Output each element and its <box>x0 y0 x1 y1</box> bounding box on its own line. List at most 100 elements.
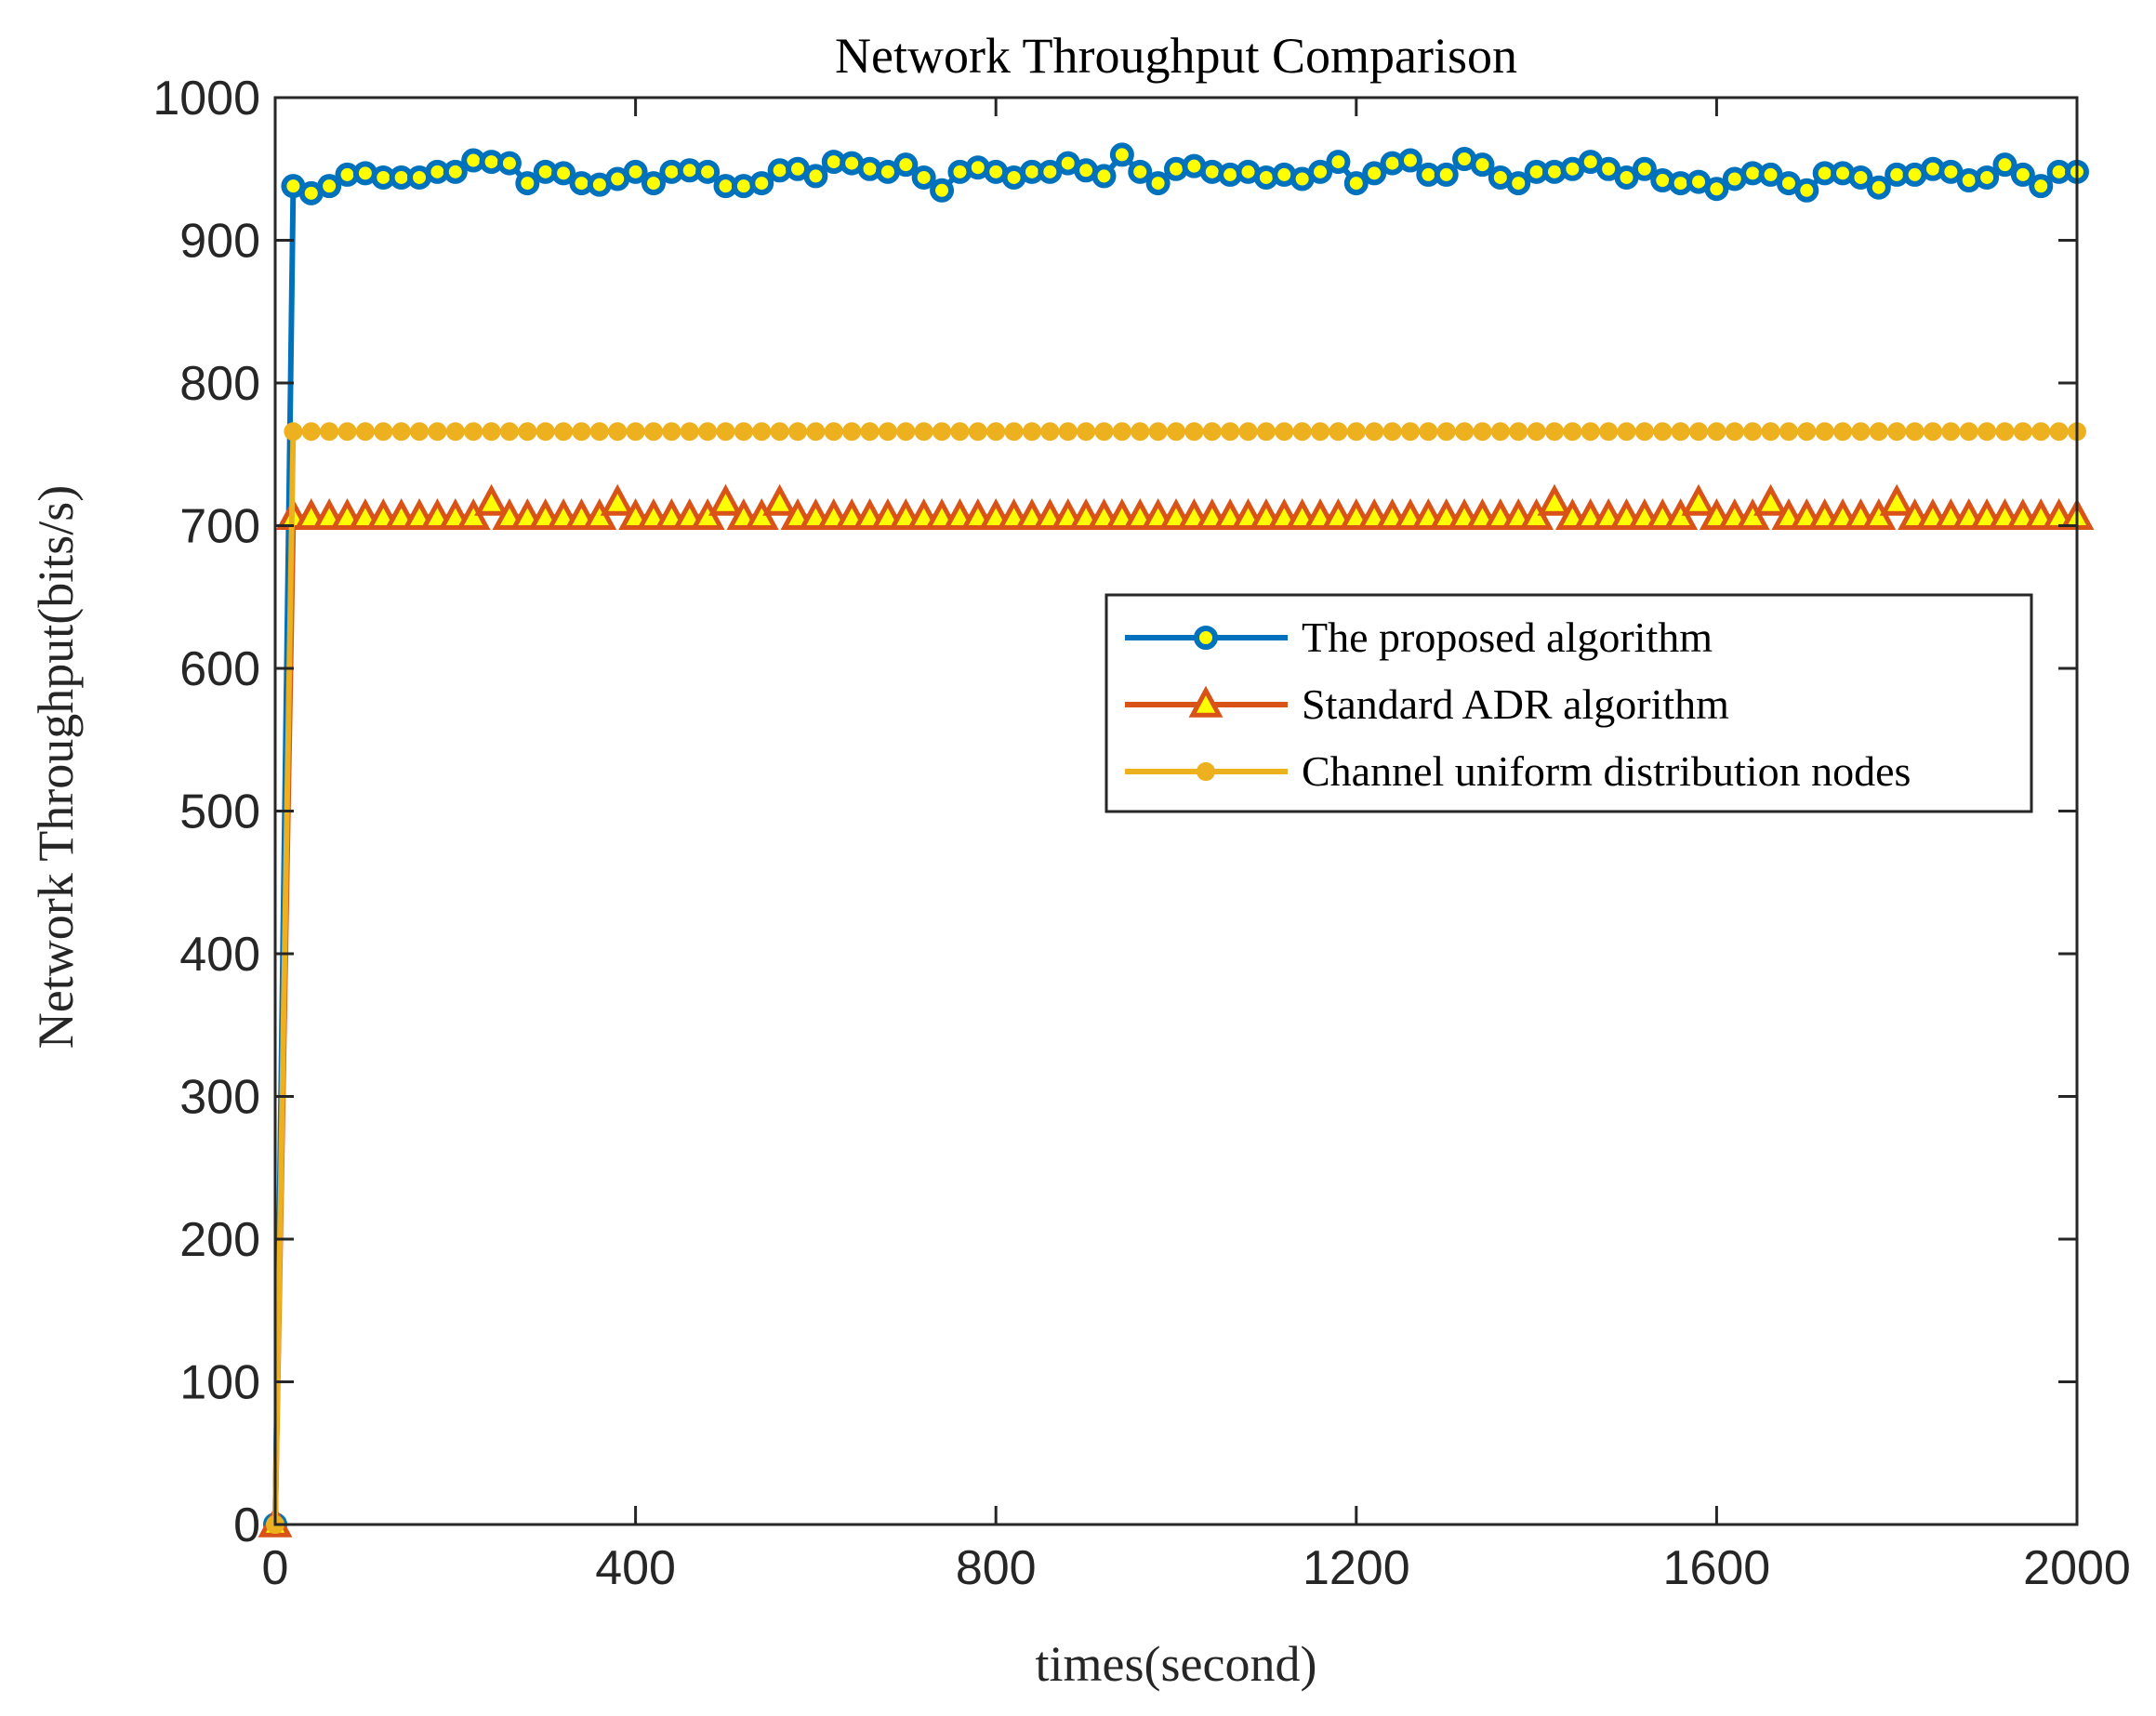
y-tick-label: 600 <box>179 642 260 696</box>
data-point <box>933 422 952 442</box>
data-point <box>1455 422 1475 442</box>
data-point <box>515 171 540 196</box>
data-point <box>1681 483 1716 516</box>
y-tick-label: 500 <box>179 785 260 839</box>
data-point <box>1058 422 1078 442</box>
data-point <box>930 178 955 203</box>
data-point <box>1400 422 1420 442</box>
legend-label: The proposed algorithm <box>1302 614 1713 661</box>
data-point <box>554 422 574 442</box>
data-point <box>464 422 483 442</box>
data-point <box>410 422 430 442</box>
y-tick-label: 200 <box>179 1213 260 1267</box>
data-point <box>1346 422 1366 442</box>
data-point <box>1992 152 2017 178</box>
data-point <box>1905 422 1925 442</box>
data-point <box>842 422 862 442</box>
data-point <box>1112 422 1131 442</box>
data-point <box>1311 422 1330 442</box>
data-point <box>1473 422 1492 442</box>
data-point <box>1887 422 1907 442</box>
data-point <box>986 422 1006 442</box>
data-point <box>1343 171 1369 196</box>
data-point <box>1292 422 1312 442</box>
plot-area <box>258 142 2095 1538</box>
x-tick-label: 400 <box>595 1541 676 1595</box>
legend: The proposed algorithm Standard ADR algor… <box>1104 593 2033 813</box>
data-point <box>320 422 339 442</box>
data-point <box>317 174 342 199</box>
data-point <box>1869 422 1888 442</box>
data-point <box>893 152 919 178</box>
data-point <box>2010 162 2035 187</box>
data-point <box>1634 422 1654 442</box>
legend-entry: The proposed algorithm <box>1125 614 1713 661</box>
data-point <box>1040 422 1060 442</box>
data-point <box>1148 422 1168 442</box>
data-point <box>2013 422 2032 442</box>
data-point <box>770 422 789 442</box>
data-point <box>1563 422 1582 442</box>
data-point <box>662 422 681 442</box>
y-tick-label: 700 <box>179 500 260 554</box>
data-point <box>752 422 772 442</box>
data-point <box>788 422 808 442</box>
data-point <box>1365 422 1384 442</box>
data-point <box>1753 483 1788 516</box>
x-tick-label: 2000 <box>2023 1541 2131 1595</box>
data-point <box>518 422 537 442</box>
data-point <box>1879 483 1914 516</box>
data-point <box>641 171 666 196</box>
data-point <box>698 422 718 442</box>
data-point <box>391 422 411 442</box>
data-point <box>734 422 753 442</box>
data-point <box>374 422 393 442</box>
y-tick-label: 900 <box>179 215 260 269</box>
data-point <box>1329 422 1348 442</box>
data-point <box>1851 422 1871 442</box>
data-point <box>589 422 609 442</box>
data-point <box>950 422 970 442</box>
data-point <box>896 422 916 442</box>
data-point <box>1689 422 1709 442</box>
data-point <box>1167 422 1185 442</box>
data-point <box>643 422 663 442</box>
data-point <box>445 422 465 442</box>
legend-entry: Standard ADR algorithm <box>1125 680 1729 728</box>
x-axis-label: times(second) <box>1036 1636 1317 1692</box>
data-point <box>2029 174 2054 199</box>
data-point <box>428 422 447 442</box>
data-point <box>1632 156 1657 181</box>
data-point <box>1128 159 1153 184</box>
data-point <box>1938 159 1964 184</box>
y-tick-label: 0 <box>233 1498 260 1552</box>
data-point <box>708 483 743 516</box>
y-tick-label: 400 <box>179 928 260 982</box>
data-point <box>499 422 519 442</box>
x-tick-label: 1200 <box>1303 1541 1410 1595</box>
data-point <box>608 422 628 442</box>
data-point <box>1815 422 1834 442</box>
data-point <box>1725 422 1744 442</box>
data-point <box>911 165 936 190</box>
y-tick-label: 800 <box>179 357 260 411</box>
data-point <box>482 422 501 442</box>
data-point <box>1256 422 1276 442</box>
data-point <box>2049 422 2069 442</box>
data-point <box>1581 422 1600 442</box>
data-point <box>860 422 880 442</box>
data-point <box>1671 422 1690 442</box>
data-point <box>803 164 828 189</box>
data-point <box>1995 422 2015 442</box>
legend-entry: Channel uniform distribution nodes <box>1125 747 1911 795</box>
data-point <box>1362 161 1387 186</box>
data-point <box>623 159 648 184</box>
data-point <box>626 422 645 442</box>
data-point <box>749 171 774 196</box>
data-point <box>474 483 509 516</box>
data-point <box>1470 152 1495 178</box>
data-point <box>1077 422 1096 442</box>
data-point <box>1866 175 1891 200</box>
